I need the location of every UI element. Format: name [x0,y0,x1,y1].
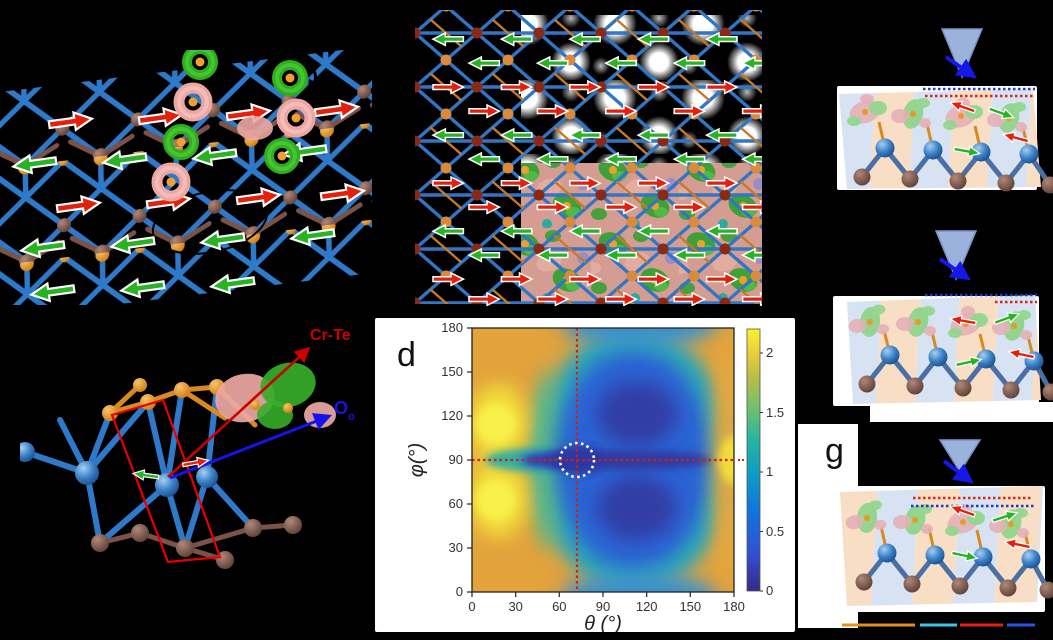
panel-a-crystal-3d [0,50,372,305]
cr-te-axis-arrow [167,346,311,478]
axis-ticks [467,327,735,597]
ellipse-annotation [151,189,269,255]
o-axis-arrow [169,413,333,480]
isosurface-donuts [157,50,310,196]
stm-tip-icon [940,28,984,79]
svg-text:2: 2 [766,345,773,360]
panel-g-tip-surface: g [798,424,1053,628]
svg-text:120: 120 [441,408,463,423]
stm-tip-icon [934,230,978,281]
svg-text:60: 60 [552,599,566,614]
y-axis-label: φ(°) [406,443,428,477]
svg-text:0.5: 0.5 [766,524,784,539]
panel-f-tip-surface [833,230,1053,422]
panel-c-sideview: Cr-Te O o [20,327,355,569]
lattice-topview [415,10,762,304]
svg-text:30: 30 [449,540,463,555]
svg-text:30: 30 [508,599,522,614]
tip-scan-arrow-icon [944,55,977,79]
cr-te-label: Cr-Te [310,327,351,344]
svg-text:90: 90 [596,599,610,614]
brown-bonds [97,522,296,563]
heatmap-field [472,328,734,592]
x-tick-labels: 0 30 60 90 120 150 180 [468,599,744,614]
atoms [20,378,302,569]
o-axis-label-subscript: o [348,411,355,423]
panel-d-letter: d [397,336,416,374]
svg-text:1: 1 [766,464,773,479]
tip-scan-arrow-icon [942,459,974,484]
svg-text:0: 0 [766,583,773,598]
colorbar-ticks [760,352,763,592]
svg-text:90: 90 [449,452,463,467]
svg-text:0: 0 [468,599,475,614]
circle-marker [558,441,596,479]
panel-d-chart: 0 30 60 90 120 150 180 0 30 60 90 120 15… [375,318,795,635]
curved-arrow-annotation [295,56,325,99]
slab-atoms [853,138,1053,194]
x-axis-label: θ (°) [584,613,622,632]
svg-text:150: 150 [679,599,701,614]
slab-atoms [855,543,1053,599]
y-tick-labels: 0 30 60 90 120 150 180 [441,320,463,599]
svg-text:150: 150 [441,364,463,379]
slab-atoms [858,345,1053,401]
svg-text:0: 0 [456,584,463,599]
tip-scan-arrow-icon [938,257,971,281]
isosurface-blobs [215,362,336,429]
svg-text:180: 180 [441,320,463,335]
svg-text:120: 120 [636,599,658,614]
svg-text:180: 180 [723,599,745,614]
colorbar-labels: 0 0.5 1 1.5 2 [766,345,784,598]
panel-g-letter: g [825,432,844,470]
panel-b-topview [415,10,762,306]
unit-cell-box [110,398,222,564]
colorbar [746,328,761,592]
stm-tip-icon [938,439,982,474]
o-axis-label: O [334,398,348,418]
white-strip [870,402,1053,422]
panel-e-tip-surface [837,28,1053,194]
svg-text:60: 60 [449,496,463,511]
svg-text:1.5: 1.5 [766,405,784,420]
